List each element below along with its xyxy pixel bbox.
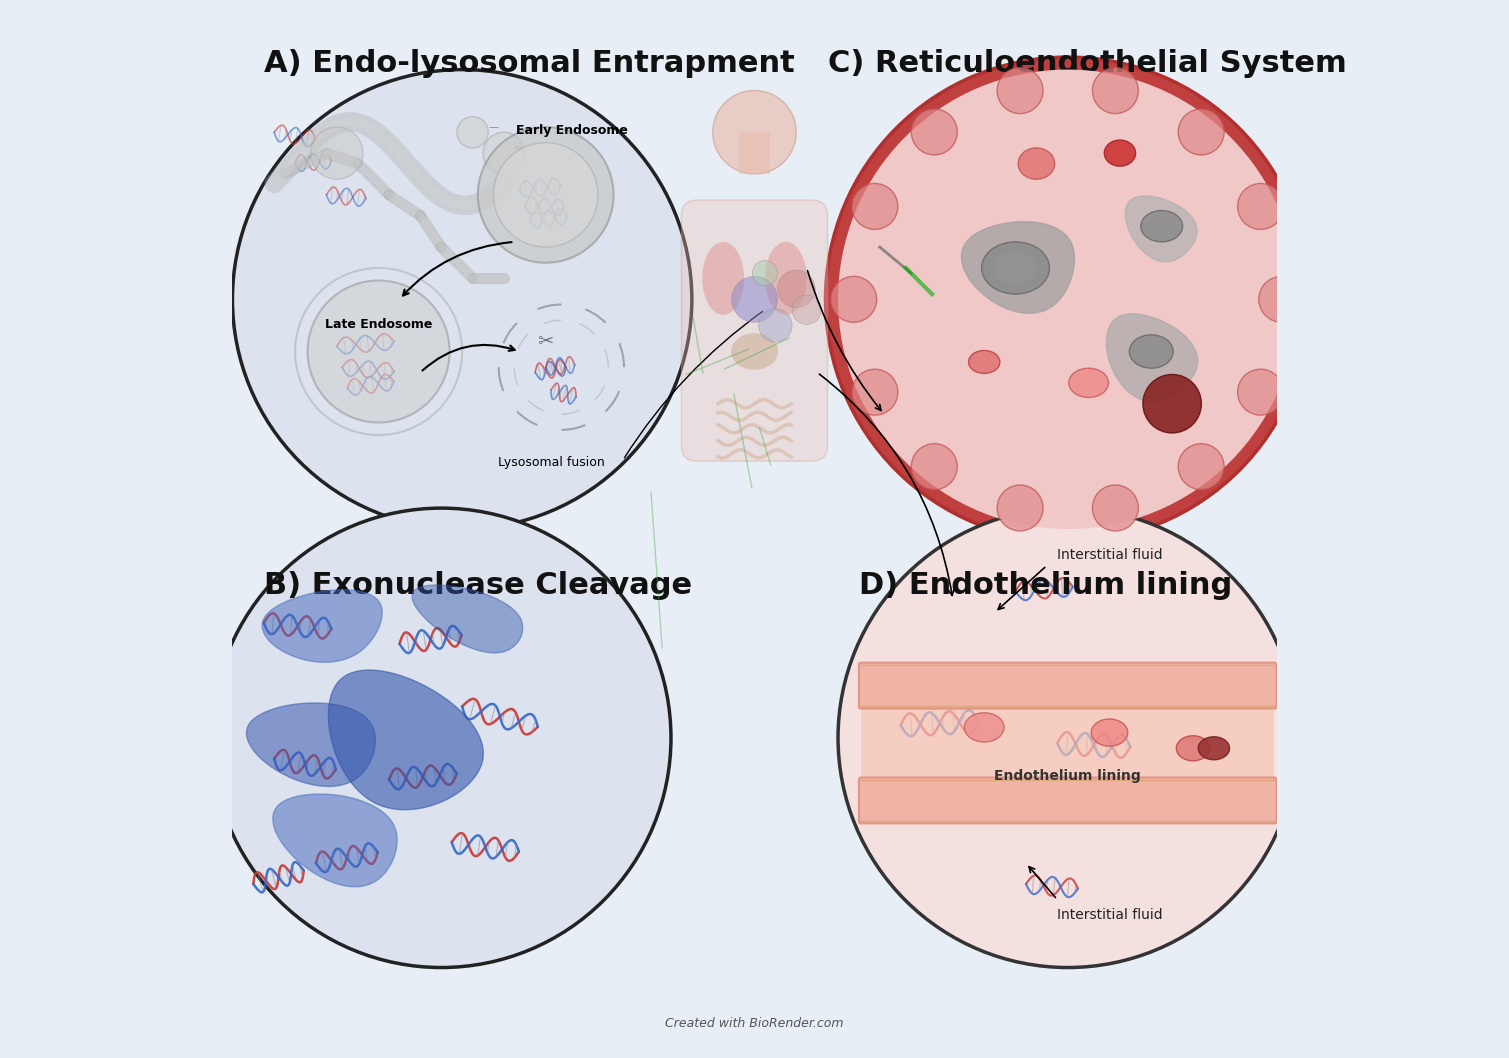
Circle shape bbox=[232, 70, 691, 529]
Text: Endothelium lining: Endothelium lining bbox=[994, 769, 1141, 784]
FancyBboxPatch shape bbox=[859, 778, 1277, 823]
Circle shape bbox=[1179, 109, 1224, 154]
Circle shape bbox=[1237, 369, 1284, 415]
Circle shape bbox=[792, 295, 821, 325]
Circle shape bbox=[493, 143, 598, 248]
Text: Interstitial fluid: Interstitial fluid bbox=[1056, 909, 1162, 923]
Circle shape bbox=[777, 270, 815, 308]
Ellipse shape bbox=[969, 350, 1000, 373]
Text: A) Endo-lysosomal Entrapment: A) Endo-lysosomal Entrapment bbox=[264, 49, 795, 77]
Circle shape bbox=[1093, 485, 1138, 531]
Ellipse shape bbox=[994, 251, 1037, 285]
Circle shape bbox=[1179, 443, 1224, 490]
Ellipse shape bbox=[1019, 148, 1055, 179]
Circle shape bbox=[825, 57, 1310, 542]
Circle shape bbox=[831, 276, 877, 323]
Circle shape bbox=[837, 508, 1298, 967]
FancyBboxPatch shape bbox=[859, 662, 1277, 709]
Ellipse shape bbox=[1198, 736, 1230, 760]
Ellipse shape bbox=[1141, 211, 1183, 242]
Circle shape bbox=[1093, 68, 1138, 113]
Bar bbox=[739, 132, 770, 174]
Text: Late Endosome: Late Endosome bbox=[324, 317, 432, 330]
Ellipse shape bbox=[981, 242, 1049, 294]
Text: B) Exonuclease Cleavage: B) Exonuclease Cleavage bbox=[264, 570, 693, 600]
Circle shape bbox=[1237, 183, 1284, 230]
Polygon shape bbox=[246, 703, 376, 786]
Polygon shape bbox=[1126, 196, 1197, 261]
Text: Interstitial fluid: Interstitial fluid bbox=[1056, 548, 1162, 562]
Circle shape bbox=[211, 508, 672, 967]
FancyBboxPatch shape bbox=[682, 200, 827, 461]
Circle shape bbox=[308, 280, 450, 422]
Circle shape bbox=[853, 183, 898, 230]
Ellipse shape bbox=[1091, 719, 1127, 746]
Text: Created with BioRender.com: Created with BioRender.com bbox=[665, 1017, 844, 1030]
Ellipse shape bbox=[1177, 735, 1210, 761]
Bar bbox=[862, 707, 1275, 780]
Circle shape bbox=[311, 127, 364, 179]
Ellipse shape bbox=[765, 242, 807, 315]
Circle shape bbox=[1259, 276, 1305, 323]
Circle shape bbox=[997, 68, 1043, 113]
Circle shape bbox=[997, 485, 1043, 531]
Ellipse shape bbox=[1129, 334, 1172, 368]
Ellipse shape bbox=[964, 713, 1003, 742]
Circle shape bbox=[712, 91, 797, 174]
Text: D) Endothelium lining: D) Endothelium lining bbox=[859, 570, 1233, 600]
Circle shape bbox=[483, 132, 525, 174]
Polygon shape bbox=[273, 794, 397, 887]
Ellipse shape bbox=[730, 333, 779, 370]
Circle shape bbox=[457, 116, 489, 148]
Polygon shape bbox=[412, 585, 522, 653]
Circle shape bbox=[1142, 375, 1201, 433]
Ellipse shape bbox=[1105, 140, 1136, 166]
Polygon shape bbox=[961, 222, 1074, 313]
Polygon shape bbox=[1106, 314, 1198, 401]
Text: —: — bbox=[489, 122, 498, 132]
Circle shape bbox=[837, 70, 1298, 529]
Circle shape bbox=[732, 276, 777, 323]
Text: ✂: ✂ bbox=[537, 331, 554, 350]
Circle shape bbox=[478, 127, 614, 262]
Circle shape bbox=[753, 260, 777, 286]
Text: =: = bbox=[515, 143, 522, 153]
Polygon shape bbox=[263, 589, 382, 662]
Circle shape bbox=[759, 309, 792, 342]
Circle shape bbox=[911, 443, 957, 490]
Polygon shape bbox=[329, 670, 483, 809]
Text: Lysosomal fusion: Lysosomal fusion bbox=[498, 456, 604, 469]
Circle shape bbox=[853, 369, 898, 415]
Ellipse shape bbox=[702, 242, 744, 315]
Text: C) Reticuloendothelial System: C) Reticuloendothelial System bbox=[827, 49, 1346, 77]
Ellipse shape bbox=[1068, 368, 1109, 398]
Text: Early Endosome: Early Endosome bbox=[516, 125, 628, 138]
Circle shape bbox=[911, 109, 957, 154]
